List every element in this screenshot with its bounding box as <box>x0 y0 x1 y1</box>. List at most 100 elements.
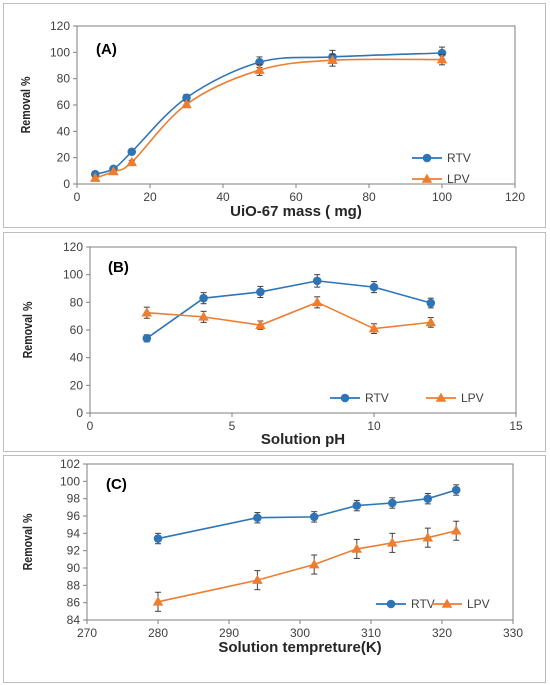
data-point-LPV <box>327 54 338 65</box>
series-line-LPV <box>157 529 457 603</box>
data-point-LPV <box>108 166 119 176</box>
legend-label-LPV: LPV <box>447 172 470 186</box>
series-line-LPV <box>146 301 431 330</box>
y-tick-label: 102 <box>60 457 80 471</box>
y-tick-label: 94 <box>67 526 81 540</box>
data-point-LPV <box>141 307 153 317</box>
legend-label-LPV: LPV <box>461 391 484 405</box>
data-point-LPV <box>311 296 323 307</box>
y-tick-label: 0 <box>76 406 83 420</box>
data-point-LPV <box>387 537 398 547</box>
legend-label-RTV: RTV <box>365 391 389 405</box>
y-axis-label: Removal % <box>18 76 33 133</box>
x-axis-label: Solution pH <box>261 431 345 448</box>
data-point-RTV <box>369 282 379 292</box>
data-point-LPV <box>252 574 263 584</box>
x-tick-label: 15 <box>509 419 523 433</box>
chart-2-svg: 84 86 88 90 92 94 96 98 100 102 270 280 290 300 310 320… <box>20 457 523 656</box>
x-tick-label: 80 <box>362 190 376 204</box>
chart-0-svg: 0 20 40 60 80 100 120 0 20 40 60 80 100 120 UiO-67 mas… <box>18 19 525 220</box>
x-tick-label: 290 <box>219 626 239 640</box>
data-point-LPV <box>181 98 192 109</box>
x-tick-label: 300 <box>290 626 310 640</box>
data-point-LPV <box>152 596 164 606</box>
data-point-LPV <box>351 543 363 553</box>
x-axis-label: UiO-67 mass ( mg) <box>230 203 362 220</box>
data-point-RTV <box>423 494 433 503</box>
x-tick-label: 20 <box>143 190 157 204</box>
panel-label: (C) <box>106 476 127 493</box>
y-tick-label: 120 <box>50 19 70 33</box>
data-point-LPV <box>422 532 434 542</box>
y-tick-label: 86 <box>67 596 81 610</box>
panel-b: 0 20 40 60 80 100 120 0 5 10 15 Solution pH Removal … <box>3 232 546 452</box>
plot-frame <box>89 246 517 414</box>
series-line-LPV <box>94 58 443 179</box>
x-tick-label: 270 <box>77 626 97 640</box>
legend-item-LPV: LPV <box>426 391 484 405</box>
y-tick-label: 120 <box>63 240 83 254</box>
series-line-RTV <box>146 280 432 339</box>
y-tick-label: 84 <box>67 613 81 627</box>
legend: RTV LPV <box>412 151 471 186</box>
x-tick-label: 120 <box>505 190 525 204</box>
data-point-LPV <box>126 156 138 167</box>
data-point-RTV <box>153 534 163 543</box>
x-tick-label: 0 <box>87 419 94 433</box>
y-tick-label: 100 <box>63 268 83 282</box>
y-tick-label: 40 <box>57 124 71 138</box>
series-line-RTV <box>95 52 443 175</box>
x-tick-label: 5 <box>229 419 236 433</box>
x-tick-label: 330 <box>503 626 523 640</box>
plot-frame <box>86 463 514 621</box>
legend-item-RTV: RTV <box>376 597 435 611</box>
panel-label: (B) <box>108 259 129 276</box>
series-RTV <box>153 484 461 545</box>
y-tick-label: 80 <box>70 295 84 309</box>
data-point-LPV <box>368 323 380 333</box>
y-tick-label: 40 <box>70 351 84 365</box>
data-point-RTV <box>451 485 461 495</box>
x-tick-label: 60 <box>289 190 303 204</box>
series-LPV <box>152 520 462 612</box>
x-tick-label: 310 <box>361 626 381 640</box>
panel-a: 0 20 40 60 80 100 120 0 20 40 60 80 100 120 UiO-67 mas… <box>3 3 546 228</box>
data-point-LPV <box>255 319 266 329</box>
data-point-RTV <box>256 287 265 297</box>
panel-c: 84 86 88 90 92 94 96 98 100 102 270 280 290 300 310 320… <box>3 455 546 683</box>
y-tick-label: 20 <box>70 378 84 392</box>
legend-label-RTV: RTV <box>447 151 471 165</box>
legend-item-LPV: LPV <box>412 172 470 186</box>
series-LPV <box>89 53 448 182</box>
legend-marker-LPV <box>435 392 447 402</box>
legend: RTV LPV <box>330 391 484 405</box>
legend-marker-RTV <box>340 393 350 403</box>
y-axis-label: Removal % <box>20 301 35 358</box>
data-point-LPV <box>425 316 437 327</box>
legend-label-LPV: LPV <box>467 597 490 611</box>
data-point-LPV <box>254 64 265 74</box>
series-line-RTV <box>157 489 457 540</box>
data-point-RTV <box>352 501 362 510</box>
y-tick-label: 96 <box>67 509 81 523</box>
chart-1-svg: 0 20 40 60 80 100 120 0 5 10 15 Solution pH Removal … <box>20 240 523 448</box>
y-axis-label: Removal % <box>20 513 35 570</box>
legend-item-RTV: RTV <box>412 151 471 165</box>
series-RTV <box>142 274 436 343</box>
legend-marker-LPV <box>441 598 453 608</box>
x-tick-label: 320 <box>432 626 452 640</box>
legend-item-RTV: RTV <box>330 391 389 405</box>
y-tick-label: 88 <box>67 578 81 592</box>
y-tick-label: 80 <box>57 72 71 86</box>
panel-label: (A) <box>96 41 117 58</box>
legend-marker-RTV <box>386 599 396 609</box>
data-point-RTV <box>426 298 436 308</box>
data-point-LPV <box>450 525 462 535</box>
data-point-RTV <box>312 276 322 286</box>
x-tick-label: 280 <box>148 626 168 640</box>
data-point-RTV <box>199 293 208 303</box>
data-point-RTV <box>142 334 152 343</box>
y-tick-label: 92 <box>67 544 81 558</box>
data-point-RTV <box>309 512 319 522</box>
